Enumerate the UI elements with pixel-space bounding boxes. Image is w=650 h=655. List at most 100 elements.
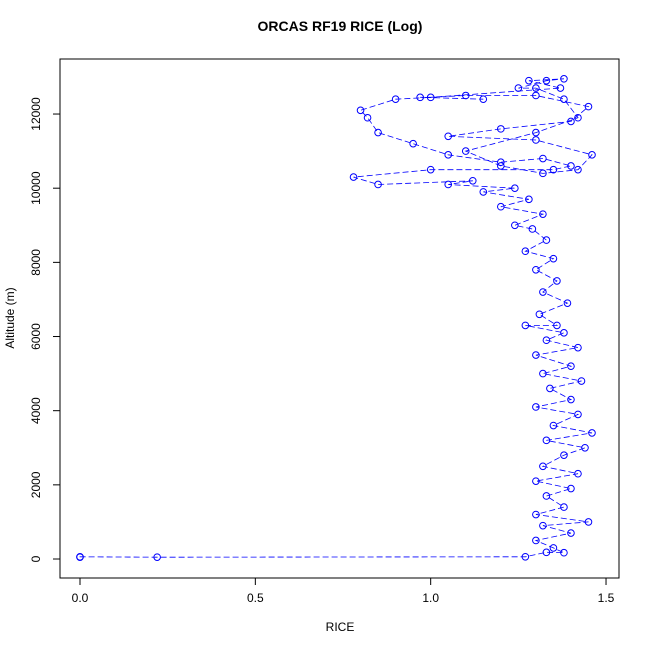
data-point (532, 265, 540, 274)
x-axis-label: RICE (326, 620, 355, 634)
data-point (542, 76, 551, 85)
data-point (349, 173, 358, 181)
data-point (76, 552, 84, 561)
data-point (539, 288, 547, 296)
data-point (542, 548, 551, 557)
data-point (468, 176, 477, 185)
x-tick-label: 0.5 (247, 591, 264, 605)
data-point (539, 521, 547, 530)
data-point (577, 377, 586, 385)
data-point (511, 221, 519, 230)
data-point (542, 336, 551, 345)
data-point (444, 132, 453, 141)
data-point (497, 125, 505, 133)
data-point (549, 421, 558, 430)
data-point (532, 403, 540, 411)
data-point (532, 136, 540, 144)
data-point (539, 154, 547, 163)
x-tick-label: 1.5 (598, 591, 615, 605)
data-point (479, 95, 488, 103)
y-tick-label: 10000 (29, 171, 43, 205)
data-point (567, 529, 575, 537)
data-point (574, 165, 582, 174)
data-point (426, 93, 435, 102)
data-point (588, 151, 596, 159)
y-tick-label: 12000 (29, 97, 43, 131)
x-tick-label: 1.0 (422, 591, 439, 605)
data-point (574, 113, 582, 122)
data-point (511, 184, 519, 192)
y-axis-label: Altitude (m) (3, 287, 17, 348)
data-point (532, 84, 540, 92)
data-point (542, 492, 551, 500)
data-point (560, 75, 568, 83)
data-point (521, 321, 530, 330)
data-point (461, 91, 470, 100)
chart-title: ORCAS RF19 RICE (Log) (258, 18, 423, 34)
data-point (567, 484, 575, 493)
data-point (479, 188, 488, 196)
data-point (525, 195, 533, 204)
data-point (461, 147, 470, 155)
data-point (528, 225, 537, 233)
x-tick-label: 0.0 (72, 591, 89, 605)
data-point (497, 202, 505, 211)
data-point (363, 113, 372, 122)
data-point (574, 469, 582, 478)
data-point (549, 254, 558, 263)
data-point (539, 369, 547, 378)
data-point (584, 102, 593, 111)
data-point (560, 95, 568, 103)
data-point (588, 429, 596, 437)
y-tick-label: 4000 (29, 397, 43, 424)
data-point (539, 210, 547, 218)
data-point (532, 510, 540, 519)
data-point (374, 128, 382, 137)
data-point (556, 84, 565, 92)
data-point (563, 299, 572, 307)
data-point (539, 462, 547, 471)
data-point (574, 343, 582, 352)
data-point (574, 410, 582, 419)
data-point (532, 477, 540, 485)
data-point (567, 162, 575, 170)
data-point (532, 128, 540, 137)
data-point (553, 321, 561, 330)
data-point (546, 384, 554, 393)
data-point (560, 451, 568, 459)
data-point (497, 162, 505, 170)
data-point (153, 553, 161, 561)
data-point (567, 117, 575, 126)
data-point (391, 95, 400, 103)
data-point (521, 247, 530, 256)
data-point (549, 165, 558, 174)
data-point (416, 93, 424, 102)
data-point (560, 548, 568, 557)
data-point (444, 180, 453, 189)
data-point (581, 443, 589, 452)
data-line (79, 78, 593, 558)
y-tick-label: 2000 (29, 471, 43, 498)
data-point (525, 76, 533, 85)
y-tick-label: 6000 (29, 323, 43, 350)
data-point (374, 180, 382, 189)
y-tick-label: 8000 (29, 249, 43, 276)
data-point (532, 91, 540, 100)
data-point (514, 84, 523, 92)
data-point (535, 310, 544, 319)
data-point (409, 139, 417, 148)
data-point (444, 151, 453, 159)
data-point (521, 552, 530, 561)
y-tick-label: 0 (29, 555, 43, 562)
data-point (542, 436, 551, 445)
data-point (497, 158, 505, 167)
data-point (356, 106, 365, 115)
data-point (426, 165, 435, 174)
data-point (549, 544, 558, 552)
data-point (584, 518, 593, 526)
data-point (542, 236, 551, 244)
data-point (553, 277, 561, 285)
data-point (560, 503, 568, 511)
data-point (532, 536, 540, 545)
